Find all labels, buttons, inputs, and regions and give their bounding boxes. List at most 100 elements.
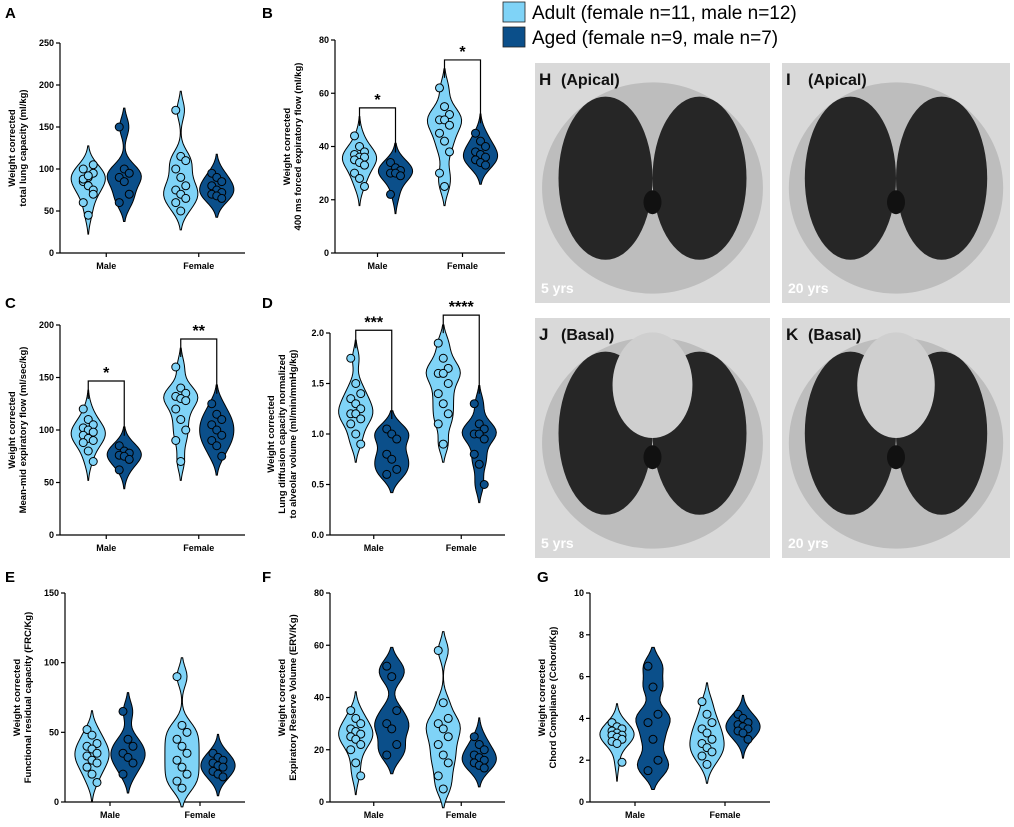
data-point: [612, 738, 622, 748]
data-point: [128, 741, 138, 751]
data-point: [387, 672, 397, 682]
y-tick-label: 100: [44, 658, 59, 668]
data-point: [440, 102, 449, 112]
y-tick-label: 0: [324, 248, 329, 258]
data-point: [356, 389, 366, 399]
y-tick-label: 200: [39, 80, 54, 90]
legend-label: Adult (female n=11, male n=12): [532, 3, 797, 24]
x-tick-label: Female: [709, 810, 740, 820]
heart: [857, 332, 935, 439]
significance-label: ****: [449, 299, 475, 316]
violin: [461, 385, 497, 504]
y-axis-label: Weight corrected: [7, 391, 18, 469]
data-point: [479, 745, 489, 755]
y-tick-label: 0: [49, 248, 54, 258]
data-point: [181, 156, 191, 166]
data-point: [124, 454, 134, 464]
data-point: [218, 762, 228, 772]
y-tick-label: 80: [314, 588, 324, 598]
data-point: [171, 105, 181, 115]
data-point: [356, 740, 366, 750]
data-point: [435, 128, 444, 138]
heart: [612, 332, 693, 439]
violin: [377, 142, 414, 215]
data-point: [88, 160, 98, 170]
data-point: [481, 160, 490, 170]
y-tick-label: 0: [49, 530, 54, 540]
x-tick-label: Male: [364, 810, 384, 820]
y-tick-label: 0: [54, 797, 59, 807]
data-point: [355, 173, 364, 183]
data-point: [438, 724, 448, 734]
data-point: [387, 454, 397, 464]
data-point: [123, 734, 133, 744]
x-tick-label: Female: [183, 543, 214, 553]
y-axis-label: Weight corrected: [282, 108, 293, 186]
data-point: [392, 706, 402, 716]
data-point: [445, 147, 454, 157]
ct-image: K (Basal) 20 yrs: [782, 318, 1010, 558]
image-view: (Basal): [808, 327, 861, 344]
panel-letter: C: [5, 295, 16, 312]
data-point: [386, 189, 395, 199]
image-view: (Apical): [561, 72, 620, 89]
data-point: [177, 741, 187, 751]
y-axis-label: Weight corrected: [7, 109, 18, 187]
x-tick-label: Female: [446, 810, 477, 820]
image-age: 5 yrs: [541, 535, 574, 551]
panel-letter: A: [5, 5, 16, 22]
data-point: [440, 181, 449, 191]
data-point: [382, 469, 392, 479]
data-point: [440, 136, 449, 146]
y-tick-label: 0.0: [311, 530, 324, 540]
data-point: [702, 728, 712, 738]
y-axis-label: Weight corrected: [12, 659, 23, 737]
data-point: [172, 734, 182, 744]
data-point: [88, 457, 98, 466]
y-tick-label: 50: [44, 478, 54, 488]
y-tick-label: 80: [319, 35, 329, 45]
data-point: [351, 758, 361, 768]
data-point: [438, 368, 448, 378]
y-tick-label: 1.0: [311, 429, 324, 439]
y-tick-label: 2: [579, 755, 584, 765]
data-point: [78, 404, 88, 414]
significance-label: **: [193, 323, 206, 340]
data-point: [697, 697, 707, 707]
data-point: [176, 415, 186, 424]
legend-label: Aged (female n=9, male n=7): [532, 28, 778, 49]
panel-letter: G: [537, 569, 549, 586]
image-age: 20 yrs: [788, 280, 829, 296]
y-tick-label: 0: [579, 797, 584, 807]
lung: [804, 96, 897, 260]
data-point: [78, 198, 88, 208]
data-point: [346, 419, 356, 429]
data-point: [469, 399, 479, 409]
y-tick-label: 150: [39, 373, 54, 383]
y-axis-label: Weight corrected: [277, 659, 288, 737]
data-point: [438, 353, 448, 363]
data-point: [176, 457, 186, 466]
x-tick-label: Female: [183, 261, 214, 271]
data-point: [433, 419, 443, 429]
data-point: [171, 198, 181, 208]
x-tick-label: Male: [625, 810, 645, 820]
y-axis-label: Mean-mid expiratory flow (ml/sec/kg): [18, 347, 29, 514]
image-letter: I: [786, 70, 791, 89]
violin: [462, 113, 499, 185]
panel-letter: E: [5, 569, 15, 586]
data-point: [171, 404, 181, 414]
violin: [425, 324, 461, 463]
y-axis-label: Chord Compliance (Cchord/Kg): [548, 627, 559, 769]
data-point: [479, 763, 489, 773]
ct-image: J (Basal) 5 yrs: [535, 318, 770, 558]
image-age: 20 yrs: [788, 535, 829, 551]
y-tick-label: 60: [319, 88, 329, 98]
data-point: [92, 748, 102, 758]
data-point: [82, 762, 92, 772]
data-point: [118, 769, 128, 779]
x-tick-label: Male: [367, 261, 387, 271]
y-axis-label: to alveolar volume (ml/min/mmHg/kg): [288, 350, 299, 519]
y-tick-label: 200: [39, 320, 54, 330]
data-point: [443, 713, 453, 723]
